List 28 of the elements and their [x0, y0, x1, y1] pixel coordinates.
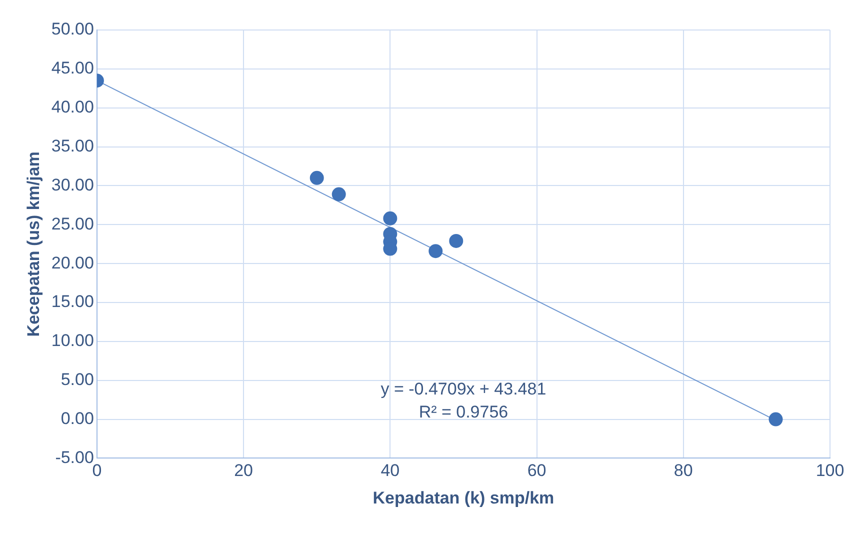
y-tick-label: 40.00 — [51, 98, 94, 117]
point — [332, 187, 346, 202]
point — [449, 234, 464, 248]
x-tick-label: 100 — [816, 461, 844, 480]
x-tick-label: 80 — [674, 461, 693, 480]
y-tick-label: 35.00 — [51, 136, 94, 156]
y-tick-label: 15.00 — [51, 292, 94, 312]
y-tick-label: 5.00 — [60, 370, 94, 390]
y-tick-label: 50.00 — [51, 20, 94, 39]
point — [768, 412, 783, 426]
y-tick-label: 0.00 — [60, 408, 94, 428]
x-tick-label: 60 — [527, 461, 546, 480]
point — [310, 170, 324, 185]
y-axis-title: Kecepatan (us) km/jam — [24, 152, 43, 337]
x-tick-label: 40 — [380, 461, 400, 480]
y-tick-label: 25.00 — [51, 214, 94, 234]
y-tick-label: 45.00 — [51, 58, 94, 78]
annotation: R² = 0.9756 — [418, 402, 508, 422]
x-tick-label: 0 — [92, 461, 102, 480]
point — [428, 244, 443, 258]
y-tick-label: 30.00 — [51, 175, 94, 194]
y-tick-label: -5.00 — [55, 448, 94, 467]
x-tick-label: 20 — [234, 461, 254, 480]
y-tick-label: 20.00 — [51, 253, 94, 272]
annotation: y = -0.4709x + 43.481 — [380, 379, 546, 398]
point — [383, 211, 398, 226]
x-axis-title: Kepadatan (k) smp/km — [372, 488, 554, 508]
y-tick-label: 10.00 — [51, 331, 94, 350]
